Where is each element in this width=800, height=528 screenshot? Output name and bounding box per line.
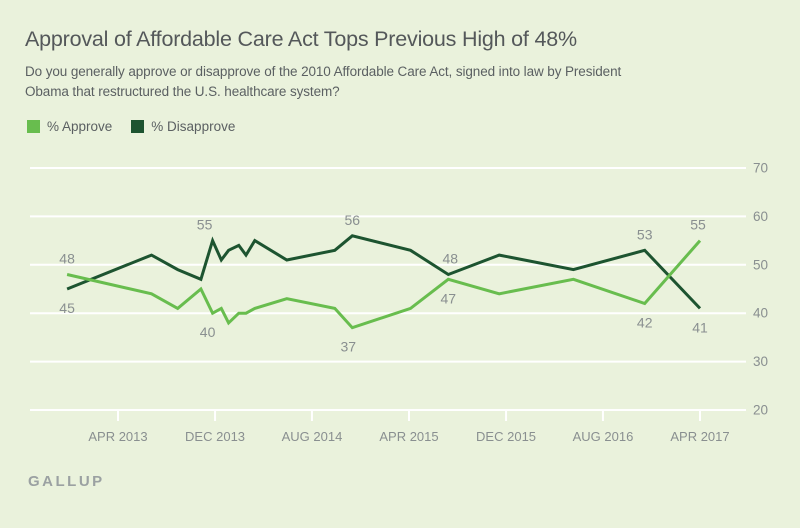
value-label: 42 (637, 315, 653, 331)
value-label: 48 (59, 250, 75, 266)
x-tick-label: DEC 2015 (476, 429, 536, 444)
x-tick-label: DEC 2013 (185, 429, 245, 444)
subtitle-line-1: Do you generally approve or disapprove o… (25, 64, 622, 79)
value-label: 55 (690, 217, 706, 233)
value-label: 37 (340, 339, 356, 355)
x-tick-label: APR 2017 (670, 429, 729, 444)
value-label: 45 (59, 300, 75, 316)
disapprove-line (66, 234, 702, 310)
x-tick-label: AUG 2014 (282, 429, 343, 444)
subtitle-line-2: Obama that restructured the U.S. healthc… (25, 84, 340, 99)
x-tick-label: AUG 2016 (573, 429, 634, 444)
approve-line (66, 239, 702, 330)
value-labels: 48 45 55 40 56 37 48 47 53 42 55 41 (59, 212, 708, 355)
y-tick-label: 60 (753, 209, 768, 224)
value-label: 55 (197, 217, 213, 233)
legend-item-disapprove: % Disapprove (131, 119, 235, 134)
page-title: Approval of Affordable Care Act Tops Pre… (25, 27, 577, 51)
y-tick-label: 20 (753, 403, 768, 418)
disapprove-swatch-icon (131, 120, 145, 133)
x-axis-labels: APR 2013 DEC 2013 AUG 2014 APR 2015 DEC 2015… (88, 429, 729, 444)
value-label: 48 (442, 250, 458, 266)
y-tick-label: 70 (753, 161, 768, 176)
legend-label-approve: % Approve (47, 119, 113, 134)
legend-label-disapprove: % Disapprove (151, 119, 236, 134)
y-tick-label: 40 (753, 306, 768, 321)
x-tick-label: APR 2015 (379, 429, 438, 444)
gridlines (30, 167, 746, 411)
chart-legend: % Approve % Disapprove (27, 119, 235, 134)
y-axis-labels: 70 60 50 40 30 20 (753, 161, 768, 418)
x-axis (117, 410, 701, 421)
legend-item-approve: % Approve (27, 119, 112, 134)
y-tick-label: 50 (753, 257, 768, 272)
gallup-wordmark: GALLUP (28, 473, 105, 490)
page-subtitle: Do you generally approve or disapprove o… (25, 62, 621, 102)
y-tick-label: 30 (753, 354, 768, 369)
value-label: 41 (692, 319, 708, 335)
x-tick-label: APR 2013 (88, 429, 147, 444)
value-label: 56 (344, 212, 360, 228)
value-label: 53 (637, 226, 653, 242)
approve-swatch-icon (27, 120, 40, 133)
value-label: 40 (200, 324, 216, 340)
value-label: 47 (440, 290, 456, 306)
